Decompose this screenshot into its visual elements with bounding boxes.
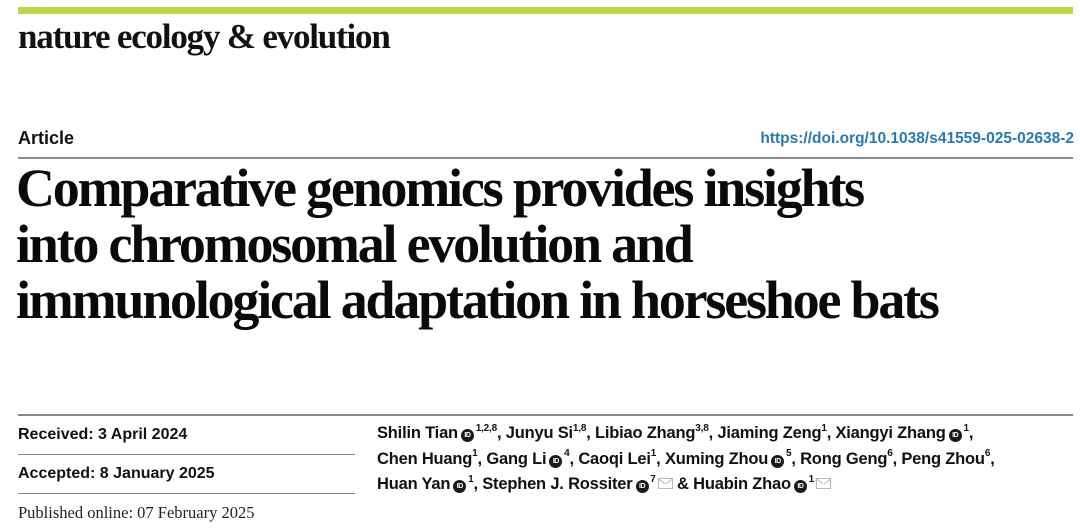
author-separator: , bbox=[968, 424, 974, 442]
affiliation-number[interactable]: 1 bbox=[466, 473, 474, 485]
author[interactable]: Peng Zhou6 bbox=[901, 448, 991, 468]
author-name[interactable]: Chen Huang bbox=[377, 449, 473, 468]
author-name[interactable]: Stephen J. Rossiter bbox=[482, 475, 633, 493]
affiliation-number[interactable]: 7 bbox=[648, 473, 656, 485]
author-separator: , bbox=[656, 449, 665, 468]
author-name[interactable]: Peng Zhou bbox=[901, 449, 985, 468]
author-separator: , bbox=[826, 424, 836, 442]
author-separator: & bbox=[672, 475, 694, 493]
article-type: Article bbox=[18, 128, 75, 148]
title-line: into chromosomal evolution and bbox=[16, 214, 694, 274]
author[interactable]: Chen Huang1 bbox=[377, 448, 478, 468]
author[interactable]: Huabin Zhao ID 1 bbox=[693, 473, 832, 493]
author-separator: , bbox=[569, 449, 579, 468]
author-separator: , bbox=[586, 424, 596, 442]
orcid-icon[interactable]: ID bbox=[460, 429, 474, 442]
author[interactable]: Caoqi Lei1 bbox=[578, 448, 657, 468]
title-line: immunological adaptation in horseshoe ba… bbox=[16, 270, 940, 330]
author-name[interactable]: Gang Li bbox=[486, 449, 547, 468]
author-separator: , bbox=[791, 449, 801, 468]
author-name[interactable]: Huabin Zhao bbox=[693, 475, 791, 493]
author-separator: , bbox=[708, 424, 718, 442]
author-name[interactable]: Rong Geng bbox=[800, 449, 888, 468]
orcid-icon[interactable]: ID bbox=[635, 480, 649, 493]
author[interactable]: Xiangyi Zhang ID 1 bbox=[835, 422, 969, 442]
affiliation-number[interactable]: 1 bbox=[821, 422, 827, 434]
author-name[interactable]: Junyu Si bbox=[505, 424, 573, 442]
orcid-icon[interactable]: ID bbox=[453, 480, 467, 493]
article-dates: Received: 3 April 2024 Accepted: 8 Janua… bbox=[18, 416, 355, 532]
author-separator: , bbox=[496, 424, 506, 442]
affiliation-number[interactable]: 1 bbox=[472, 448, 478, 459]
orcid-icon[interactable]: ID bbox=[793, 480, 807, 493]
author-separator: , bbox=[473, 475, 483, 493]
affiliation-number[interactable]: 5 bbox=[784, 448, 792, 459]
published-date: Published online: 07 February 2025 bbox=[18, 503, 255, 522]
received-date: Received: 3 April 2024 bbox=[18, 416, 355, 455]
orcid-icon[interactable]: ID bbox=[771, 454, 785, 468]
orcid-icon[interactable]: ID bbox=[549, 454, 563, 468]
affiliation-number[interactable]: 6 bbox=[984, 448, 991, 459]
doi-link[interactable]: https://doi.org/10.1038/s41559-025-02638… bbox=[760, 130, 1074, 147]
affiliation-number[interactable]: 1,8 bbox=[572, 422, 587, 434]
affiliation-number[interactable]: 1 bbox=[806, 473, 815, 485]
author[interactable]: Gang Li ID 4 bbox=[486, 448, 570, 468]
author-name[interactable]: Libiao Zhang bbox=[595, 424, 696, 442]
envelope-icon[interactable] bbox=[657, 478, 673, 489]
affiliation-number[interactable]: 1 bbox=[961, 422, 969, 434]
envelope-icon[interactable] bbox=[816, 478, 832, 489]
author-name[interactable]: Shilin Tian bbox=[377, 424, 458, 442]
author-name[interactable]: Xiangyi Zhang bbox=[835, 424, 946, 442]
divider-top bbox=[18, 157, 1073, 159]
affiliation-number[interactable]: 3,8 bbox=[695, 422, 709, 434]
author-separator: , bbox=[477, 449, 487, 468]
affiliation-number[interactable]: 1,2,8 bbox=[473, 422, 497, 434]
author[interactable]: Huan Yan ID 1 bbox=[377, 473, 474, 493]
title-line: Comparative genomics provides insights bbox=[16, 158, 865, 218]
author[interactable]: Xuming Zhou ID 5 bbox=[664, 448, 792, 468]
author[interactable]: Shilin Tian ID 1,2,8 bbox=[377, 422, 497, 442]
divider-meta bbox=[18, 414, 1073, 416]
orcid-icon[interactable]: ID bbox=[948, 429, 962, 442]
author-separator: , bbox=[990, 449, 995, 468]
journal-accent-bar bbox=[18, 7, 1073, 14]
affiliation-number[interactable]: 4 bbox=[562, 448, 570, 459]
author-name[interactable]: Caoqi Lei bbox=[578, 449, 651, 468]
affiliation-number[interactable]: 6 bbox=[887, 448, 893, 459]
journal-name[interactable]: nature ecology & evolution bbox=[18, 17, 391, 56]
author[interactable]: Junyu Si1,8 bbox=[505, 422, 587, 442]
article-title: Comparative genomics provides insights i… bbox=[16, 160, 1080, 328]
author[interactable]: Jiaming Zeng1 bbox=[717, 422, 827, 442]
accepted-date: Accepted: 8 January 2025 bbox=[18, 455, 355, 494]
author-name[interactable]: Xuming Zhou bbox=[664, 449, 769, 468]
author-list: Shilin Tian ID 1,2,8, Junyu Si1,8, Libiao… bbox=[377, 421, 1077, 498]
author-name[interactable]: Huan Yan bbox=[377, 475, 451, 493]
author[interactable]: Rong Geng6 bbox=[800, 448, 893, 468]
author-name[interactable]: Jiaming Zeng bbox=[717, 424, 822, 442]
author[interactable]: Stephen J. Rossiter ID 7 bbox=[482, 473, 673, 493]
affiliation-number[interactable]: 1 bbox=[650, 448, 657, 459]
author[interactable]: Libiao Zhang3,8 bbox=[595, 422, 709, 442]
author-separator: , bbox=[892, 449, 902, 468]
